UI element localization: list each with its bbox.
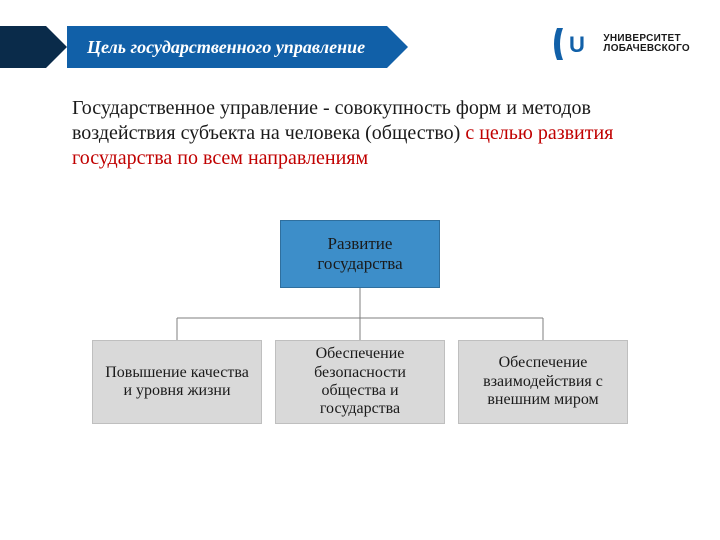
logo-line2: ЛОБАЧЕВСКОГО — [603, 44, 690, 55]
header-accent — [0, 26, 46, 68]
diagram-child-node: Повышение качества и уровня жизни — [92, 340, 262, 424]
diagram-child-node: Обеспечение безопасности общества и госу… — [275, 340, 445, 424]
header-bar: Цель государственного управление — [0, 26, 387, 68]
diagram-root-node: Развитие государства — [280, 220, 440, 288]
university-logo: U УНИВЕРСИТЕТ ЛОБАЧЕВСКОГО — [551, 22, 690, 66]
diagram-child-node: Обеспечение взаимодействия с внешним мир… — [458, 340, 628, 424]
logo-text: УНИВЕРСИТЕТ ЛОБАЧЕВСКОГО — [603, 34, 690, 55]
logo-mark-icon: U — [551, 22, 595, 66]
logo-letter: U — [569, 32, 585, 57]
slide-title: Цель государственного управление — [67, 26, 387, 68]
body-paragraph: Государственное управление - совокупност… — [72, 96, 642, 171]
